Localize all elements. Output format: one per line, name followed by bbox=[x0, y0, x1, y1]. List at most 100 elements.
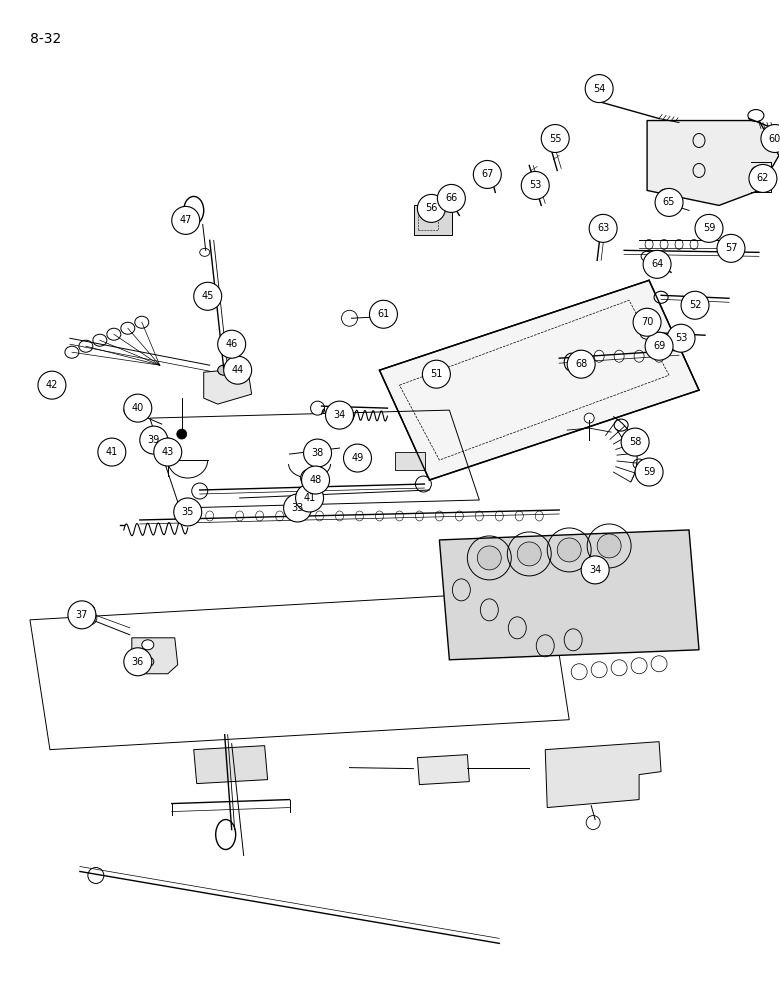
Circle shape bbox=[218, 330, 246, 358]
Circle shape bbox=[124, 648, 152, 676]
Text: 45: 45 bbox=[201, 291, 214, 301]
Circle shape bbox=[172, 206, 200, 234]
Circle shape bbox=[584, 413, 594, 423]
Circle shape bbox=[717, 234, 745, 262]
Circle shape bbox=[192, 483, 207, 499]
Ellipse shape bbox=[645, 239, 653, 249]
Ellipse shape bbox=[516, 511, 523, 521]
Circle shape bbox=[589, 214, 617, 242]
Ellipse shape bbox=[65, 346, 79, 358]
Ellipse shape bbox=[654, 350, 664, 362]
Circle shape bbox=[343, 444, 371, 472]
Ellipse shape bbox=[176, 511, 184, 521]
Circle shape bbox=[521, 171, 549, 199]
Circle shape bbox=[88, 867, 104, 883]
Text: 39: 39 bbox=[147, 435, 160, 445]
Text: 36: 36 bbox=[132, 657, 144, 667]
Ellipse shape bbox=[93, 334, 107, 346]
Circle shape bbox=[597, 534, 621, 558]
Circle shape bbox=[370, 300, 398, 328]
Text: 65: 65 bbox=[663, 197, 675, 207]
Text: 34: 34 bbox=[333, 410, 346, 420]
Circle shape bbox=[473, 160, 502, 188]
Circle shape bbox=[423, 360, 450, 388]
Circle shape bbox=[631, 658, 647, 674]
Text: 61: 61 bbox=[378, 309, 389, 319]
Circle shape bbox=[633, 308, 661, 336]
Circle shape bbox=[124, 394, 152, 422]
Ellipse shape bbox=[216, 820, 236, 850]
Circle shape bbox=[571, 664, 587, 680]
Circle shape bbox=[621, 428, 649, 456]
Text: 38: 38 bbox=[311, 448, 324, 458]
Circle shape bbox=[557, 538, 581, 562]
Text: 51: 51 bbox=[431, 369, 442, 379]
Ellipse shape bbox=[121, 322, 135, 334]
Text: 37: 37 bbox=[76, 610, 88, 620]
Ellipse shape bbox=[107, 328, 121, 340]
Text: 56: 56 bbox=[425, 203, 438, 213]
Circle shape bbox=[645, 332, 673, 360]
Text: 40: 40 bbox=[132, 403, 144, 413]
Polygon shape bbox=[193, 746, 268, 784]
Ellipse shape bbox=[660, 239, 668, 249]
Circle shape bbox=[140, 426, 168, 454]
Polygon shape bbox=[204, 368, 252, 404]
Circle shape bbox=[224, 356, 252, 384]
Circle shape bbox=[587, 816, 600, 830]
Text: 49: 49 bbox=[351, 453, 363, 463]
Circle shape bbox=[591, 662, 607, 678]
Text: 33: 33 bbox=[292, 503, 303, 513]
Circle shape bbox=[68, 601, 96, 629]
Circle shape bbox=[749, 164, 777, 192]
Text: 62: 62 bbox=[757, 173, 769, 183]
Ellipse shape bbox=[218, 365, 229, 375]
Text: 67: 67 bbox=[481, 169, 494, 179]
Polygon shape bbox=[545, 742, 661, 808]
Circle shape bbox=[417, 194, 445, 222]
Circle shape bbox=[643, 250, 671, 278]
Ellipse shape bbox=[594, 350, 604, 362]
Text: 48: 48 bbox=[310, 475, 321, 485]
Ellipse shape bbox=[574, 350, 584, 362]
Text: 55: 55 bbox=[549, 134, 562, 144]
Text: 43: 43 bbox=[161, 447, 174, 457]
Text: 57: 57 bbox=[725, 243, 737, 253]
Circle shape bbox=[438, 184, 466, 212]
Ellipse shape bbox=[335, 511, 343, 521]
Text: 44: 44 bbox=[232, 365, 244, 375]
Text: 34: 34 bbox=[589, 565, 601, 575]
Circle shape bbox=[296, 484, 324, 512]
Circle shape bbox=[517, 542, 541, 566]
Ellipse shape bbox=[256, 511, 264, 521]
Ellipse shape bbox=[640, 327, 654, 339]
Text: 53: 53 bbox=[675, 333, 687, 343]
Text: 42: 42 bbox=[46, 380, 58, 390]
Text: 66: 66 bbox=[445, 193, 458, 203]
Polygon shape bbox=[439, 530, 699, 660]
Ellipse shape bbox=[435, 511, 443, 521]
Ellipse shape bbox=[564, 353, 578, 371]
Circle shape bbox=[83, 611, 97, 625]
Circle shape bbox=[174, 498, 202, 526]
Ellipse shape bbox=[654, 291, 668, 303]
Text: 47: 47 bbox=[179, 215, 192, 225]
Ellipse shape bbox=[296, 511, 303, 521]
Ellipse shape bbox=[535, 511, 543, 521]
Polygon shape bbox=[132, 638, 178, 674]
Ellipse shape bbox=[236, 511, 243, 521]
Polygon shape bbox=[647, 121, 779, 205]
Bar bbox=[418, 212, 438, 230]
Ellipse shape bbox=[475, 511, 484, 521]
Text: 58: 58 bbox=[629, 437, 641, 447]
Text: 69: 69 bbox=[653, 341, 665, 351]
Circle shape bbox=[667, 324, 695, 352]
Ellipse shape bbox=[135, 316, 149, 328]
Ellipse shape bbox=[690, 239, 698, 249]
Circle shape bbox=[160, 438, 176, 454]
Circle shape bbox=[612, 660, 627, 676]
Ellipse shape bbox=[316, 511, 324, 521]
Ellipse shape bbox=[142, 657, 154, 667]
Ellipse shape bbox=[375, 511, 384, 521]
Circle shape bbox=[695, 214, 723, 242]
